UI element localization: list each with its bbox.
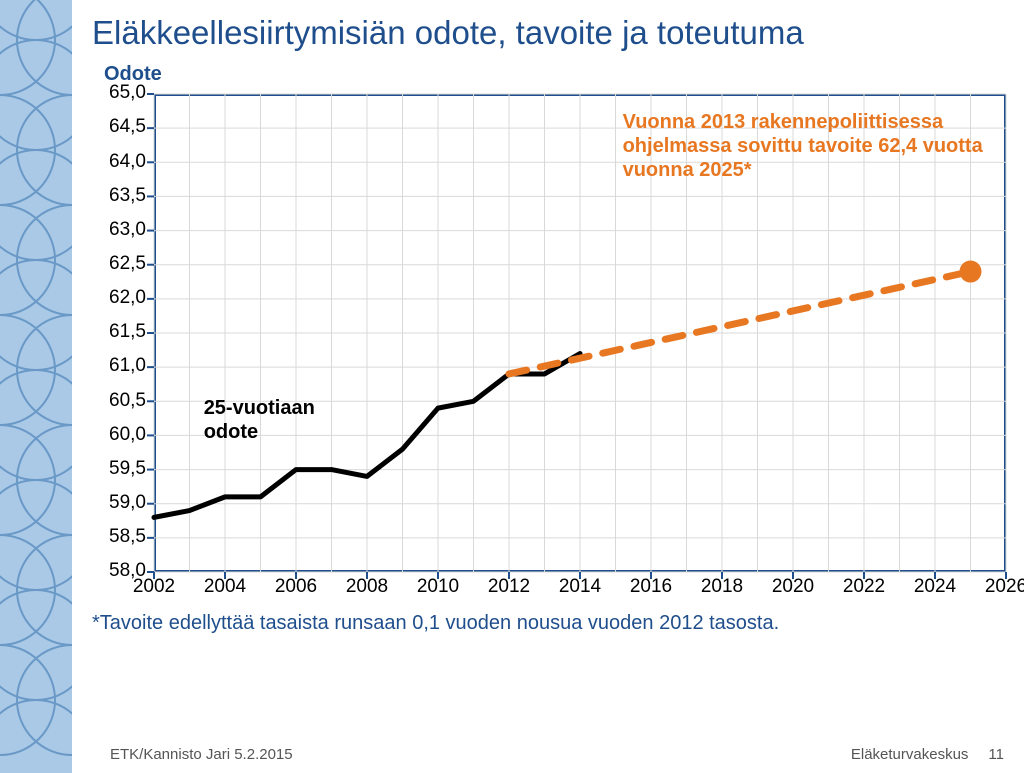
y-tick-label: 61,5 [92, 321, 146, 343]
footer: ETK/Kannisto Jari 5.2.2015 Eläketurvakes… [110, 746, 1004, 763]
x-tick-label: 2008 [342, 576, 392, 598]
y-axis-title: Odote [104, 63, 1004, 86]
y-tick-label: 59,0 [92, 492, 146, 514]
x-tick-label: 2018 [697, 576, 747, 598]
y-tick-label: 63,5 [92, 185, 146, 207]
y-tick-label: 62,5 [92, 253, 146, 275]
y-tick-label: 58,5 [92, 526, 146, 548]
x-tick-label: 2012 [484, 576, 534, 598]
x-tick-label: 2026 [981, 576, 1024, 598]
y-tick-label: 64,0 [92, 151, 146, 173]
series-label-25v_odote: 25-vuotiaanodote [204, 396, 315, 444]
x-tick-label: 2004 [200, 576, 250, 598]
x-tick-label: 2022 [839, 576, 889, 598]
y-tick-label: 60,0 [92, 424, 146, 446]
y-tick-label: 64,5 [92, 116, 146, 138]
x-tick-label: 2002 [129, 576, 179, 598]
line-chart: 58,058,559,059,560,060,561,061,562,062,5… [92, 90, 1004, 600]
x-tick-label: 2016 [626, 576, 676, 598]
chart-annotation: Vuonna 2013 rakennepoliittisessa ohjelma… [623, 110, 1002, 183]
x-tick-label: 2010 [413, 576, 463, 598]
x-tick-label: 2014 [555, 576, 605, 598]
y-tick-label: 65,0 [92, 82, 146, 104]
footnote: *Tavoite edellyttää tasaista runsaan 0,1… [92, 612, 1004, 635]
footer-page: 11 [988, 746, 1004, 763]
y-tick-label: 60,5 [92, 390, 146, 412]
left-decor [0, 0, 72, 773]
y-tick-label: 61,0 [92, 355, 146, 377]
footer-left: ETK/Kannisto Jari 5.2.2015 [110, 746, 293, 763]
y-tick-label: 63,0 [92, 219, 146, 241]
y-tick-label: 59,5 [92, 458, 146, 480]
x-tick-label: 2006 [271, 576, 321, 598]
x-tick-label: 2024 [910, 576, 960, 598]
x-tick-label: 2020 [768, 576, 818, 598]
y-tick-label: 62,0 [92, 287, 146, 309]
footer-source: Eläketurvakeskus [851, 746, 969, 763]
slide-title: Eläkkeellesiirtymisiän odote, tavoite ja… [92, 12, 1004, 53]
